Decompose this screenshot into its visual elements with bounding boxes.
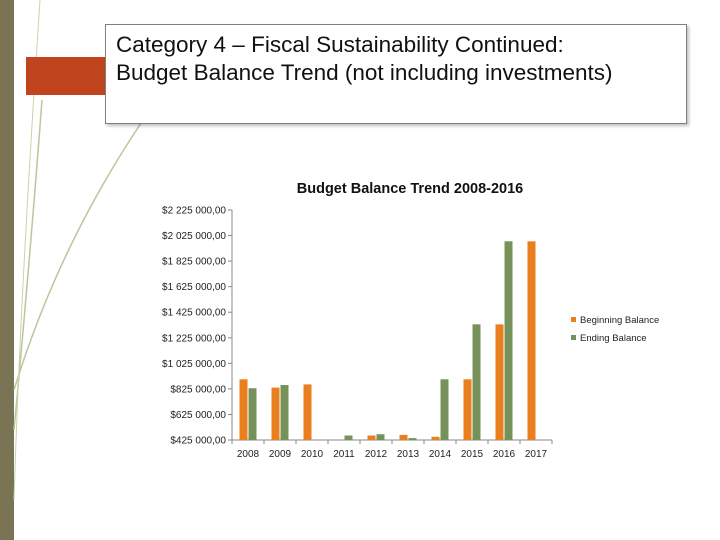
bar-beginning <box>495 324 504 440</box>
slide-title-line-1: Category 4 – Fiscal Sustainability Conti… <box>116 32 564 57</box>
y-tick-label: $2 025 000,00 <box>162 231 226 242</box>
bar-beginning <box>463 379 472 440</box>
bar-ending <box>344 435 353 440</box>
left-accent-bar <box>0 0 14 540</box>
x-tick-label: 2009 <box>269 449 292 460</box>
bar-ending <box>280 385 289 440</box>
bar-ending <box>440 379 449 440</box>
chart-title: Budget Balance Trend 2008-2016 <box>297 181 523 197</box>
bar-beginning <box>271 387 280 440</box>
slide-title-line-2: Budget Balance Trend (not including inve… <box>116 60 613 85</box>
legend-label: Ending Balance <box>580 333 647 344</box>
y-tick-label: $825 000,00 <box>170 384 226 395</box>
legend-swatch <box>571 317 576 322</box>
x-tick-label: 2012 <box>365 449 388 460</box>
y-tick-label: $1 225 000,00 <box>162 333 226 344</box>
bar-beginning <box>399 434 408 440</box>
bar-beginning <box>239 379 248 440</box>
y-tick-label: $425 000,00 <box>170 436 226 447</box>
x-tick-label: 2015 <box>461 449 484 460</box>
y-tick-label: $1 825 000,00 <box>162 257 226 268</box>
y-tick-label: $625 000,00 <box>170 410 226 421</box>
bar-ending <box>376 434 385 440</box>
bar-beginning <box>431 436 440 440</box>
x-tick-label: 2014 <box>429 449 452 460</box>
x-tick-label: 2011 <box>333 449 355 460</box>
bar-beginning <box>527 241 536 440</box>
bar-beginning <box>303 384 312 440</box>
y-tick-label: $1 025 000,00 <box>162 359 226 370</box>
x-tick-label: 2013 <box>397 449 420 460</box>
x-tick-label: 2016 <box>493 449 516 460</box>
y-tick-label: $1 425 000,00 <box>162 308 226 319</box>
y-tick-label: $1 625 000,00 <box>162 282 226 293</box>
legend-swatch <box>571 335 576 340</box>
x-tick-label: 2017 <box>525 449 548 460</box>
bar-beginning <box>367 435 376 440</box>
bar-ending <box>504 241 513 440</box>
accent-tab <box>26 57 110 95</box>
bar-ending <box>408 438 417 440</box>
bar-ending <box>248 388 257 440</box>
x-tick-label: 2010 <box>301 449 324 460</box>
x-tick-label: 2008 <box>237 449 260 460</box>
legend-label: Beginning Balance <box>580 315 659 326</box>
title-box: Category 4 – Fiscal Sustainability Conti… <box>105 24 687 124</box>
bar-ending <box>472 324 481 440</box>
y-tick-label: $2 225 000,00 <box>162 206 226 217</box>
deco-curve-1 <box>13 109 151 391</box>
